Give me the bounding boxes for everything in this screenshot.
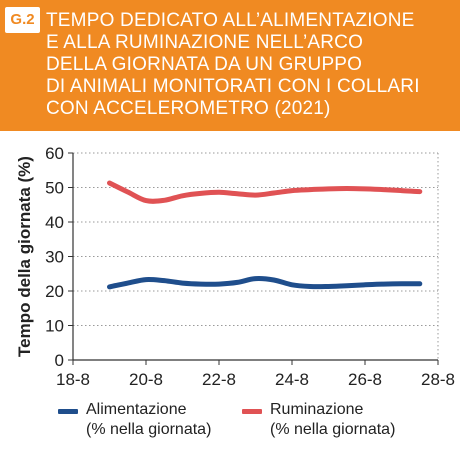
- title-banner: G.2 TEMPO DEDICATO ALL’ALIMENTAZIONE E A…: [0, 0, 460, 131]
- x-tick-label: 22-8: [202, 370, 236, 389]
- line-chart: 0 10 20 30 40 50 60 18-8 20-8 22-8 24-8 26-8 28-8 Tem…: [15, 144, 455, 389]
- y-tick-label: 10: [45, 317, 64, 336]
- chart-title: TEMPO DEDICATO ALL’ALIMENTAZIONE E ALLA …: [46, 10, 456, 120]
- chart-title-line: TEMPO DEDICATO ALL’ALIMENTAZIONE: [46, 10, 415, 31]
- x-tick-label: 24-8: [275, 370, 309, 389]
- x-tick-label: 18-8: [56, 370, 90, 389]
- x-tick-label: 28-8: [421, 370, 455, 389]
- y-tick-label: 20: [45, 282, 64, 301]
- legend-label: Alimentazione: [86, 401, 187, 418]
- x-tick-label: 20-8: [129, 370, 163, 389]
- series-line-alimentazione: [107, 275, 423, 290]
- chart-title-line: CON ACCELEROMETRO (2021): [46, 98, 331, 119]
- legend-swatch-ruminazione: [242, 409, 262, 414]
- y-axis-label: Tempo della giornata (%): [15, 156, 34, 357]
- chart-title-line: DI ANIMALI MONITORATI CON I COLLARI: [46, 76, 420, 97]
- x-tick-label: 26-8: [348, 370, 382, 389]
- chart-title-line: E ALLA RUMINAZIONE NELL’ARCO: [46, 32, 364, 53]
- y-tick-label: 60: [45, 144, 64, 163]
- y-tick-label: 0: [55, 351, 64, 370]
- legend-label-alimentazione: Alimentazione (% nella giornata): [86, 400, 211, 440]
- legend-item-ruminazione: Ruminazione (% nella giornata): [242, 400, 395, 440]
- y-tick-label: 30: [45, 248, 64, 267]
- y-tick-label: 40: [45, 213, 64, 232]
- chart-title-line: DELLA GIORNATA DA UN GRUPPO: [46, 54, 363, 75]
- legend-sublabel: (% nella giornata): [86, 421, 212, 438]
- legend-swatch-alimentazione: [58, 409, 78, 414]
- series-line-ruminazione: [107, 180, 423, 204]
- legend-label: Ruminazione: [270, 401, 364, 418]
- legend-label-ruminazione: Ruminazione (% nella giornata): [270, 400, 395, 440]
- figure-badge: G.2: [5, 7, 40, 33]
- legend-item-alimentazione: Alimentazione (% nella giornata): [58, 400, 211, 440]
- legend-sublabel: (% nella giornata): [270, 421, 396, 438]
- y-tick-label: 50: [45, 179, 64, 198]
